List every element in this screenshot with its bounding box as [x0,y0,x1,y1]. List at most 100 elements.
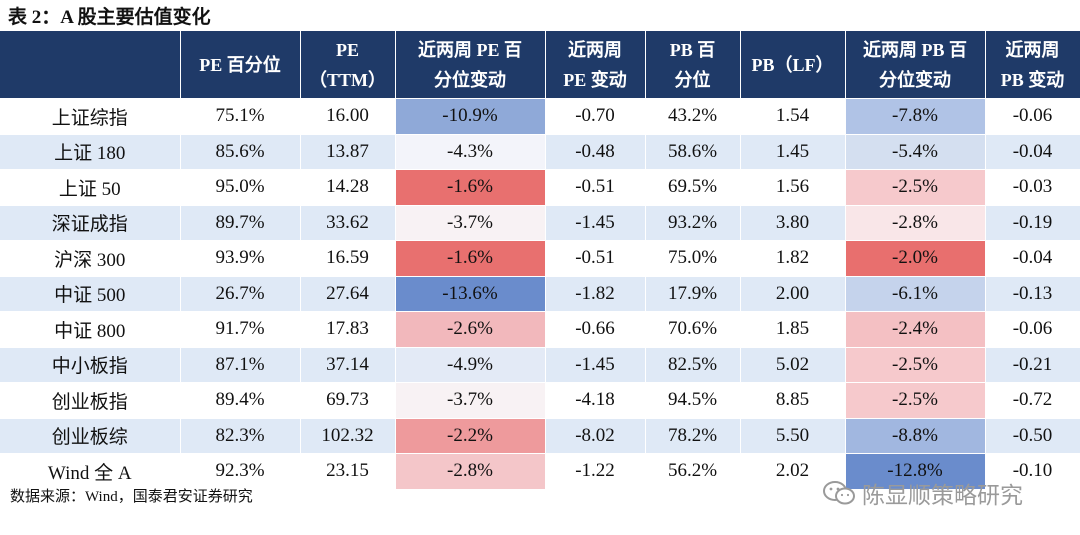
cell: 87.1% [180,346,301,383]
row-label: 上证 180 [0,133,181,170]
cell: 3.80 [740,204,846,241]
cell: 26.7% [180,275,301,312]
row-label: 上证 50 [0,169,181,205]
header-line: （TTM） [308,69,386,90]
wechat-icon [823,481,855,505]
header-line: PB 变动 [1000,69,1065,90]
table-row: 上证 50 95.0% 14.28 -1.6% -0.51 69.5% 1.56 -2.5% -… [0,169,1080,205]
cell: -2.2% [395,417,546,454]
cell: 13.87 [300,133,396,170]
cell: 33.62 [300,204,396,241]
cell: -10.9% [395,98,546,134]
cell: 94.5% [645,382,741,418]
cell: -0.50 [985,417,1080,454]
cell: 93.9% [180,240,301,276]
header-cell: PB 百分位 [645,31,741,99]
row-label: 创业板指 [0,382,181,418]
cell: -8.8% [845,417,986,454]
cell: 58.6% [645,133,741,170]
cell: 70.6% [645,311,741,347]
cell: -0.19 [985,204,1080,241]
cell: 17.9% [645,275,741,312]
row-label: 中小板指 [0,346,181,383]
valuation-table: PE 百分位 PE （TTM） 近两周 PE 百分位变动 近两周 PE 变动 PB 百分位 P… [0,31,1080,489]
cell: -2.8% [395,453,546,489]
cell: -0.21 [985,346,1080,383]
cell: 1.45 [740,133,846,170]
cell: -5.4% [845,133,986,170]
cell: -0.03 [985,169,1080,205]
cell: 69.73 [300,382,396,418]
table-row: 上证 180 85.6% 13.87 -4.3% -0.48 58.6% 1.45 -5.4%… [0,133,1080,170]
cell: -1.6% [395,169,546,205]
cell: 17.83 [300,311,396,347]
table-row: 上证综指 75.1% 16.00 -10.9% -0.70 43.2% 1.54 -7.8% -… [0,98,1080,134]
cell: -0.66 [545,311,646,347]
header-line: 分位 [674,69,711,90]
watermark: 陈显顺策略研究 [822,476,1023,510]
header-line: 近两周 PE 百 [417,39,522,60]
cell: 16.59 [300,240,396,276]
cell: -2.5% [845,169,986,205]
cell: 37.14 [300,346,396,383]
header-cell: 近两周 PB 百分位变动 [845,31,986,99]
cell: -0.70 [545,98,646,134]
cell: 2.00 [740,275,846,312]
header-line: PE [335,39,359,60]
row-label: 创业板综 [0,417,181,454]
cell: 78.2% [645,417,741,454]
cell: -13.6% [395,275,546,312]
table-row: 深证成指 89.7% 33.62 -3.7% -1.45 93.2% 3.80 -2.8% -0… [0,204,1080,241]
header-line: 近两周 [568,39,622,60]
cell: -0.04 [985,133,1080,170]
header-cell: 近两周 PE 变动 [545,31,646,99]
cell: -2.6% [395,311,546,347]
header-line: PE 百分位 [199,54,281,75]
cell: 92.3% [180,453,301,489]
cell: 75.0% [645,240,741,276]
cell: -7.8% [845,98,986,134]
table-body: 上证综指 75.1% 16.00 -10.9% -0.70 43.2% 1.54 -7.8% -… [0,98,1080,489]
cell: -8.02 [545,417,646,454]
table-row: 创业板综 82.3% 102.32 -2.2% -8.02 78.2% 5.50 -8.8% -… [0,417,1080,454]
cell: 91.7% [180,311,301,347]
cell: -12.8% [845,453,986,489]
cell: 82.5% [645,346,741,383]
cell: -1.22 [545,453,646,489]
cell: -0.51 [545,240,646,276]
cell: -0.10 [985,453,1080,489]
header-line: PE 变动 [563,69,627,90]
cell: 93.2% [645,204,741,241]
cell: 5.50 [740,417,846,454]
cell: 43.2% [645,98,741,134]
cell: -0.06 [985,98,1080,134]
cell: 89.7% [180,204,301,241]
cell: -0.13 [985,275,1080,312]
cell: 82.3% [180,417,301,454]
cell: 1.54 [740,98,846,134]
header-cell: PB（LF） [740,31,846,99]
header-line: 近两周 [1005,39,1060,60]
cell: -6.1% [845,275,986,312]
cell: 5.02 [740,346,846,383]
cell: 27.64 [300,275,396,312]
cell: -0.48 [545,133,646,170]
cell: -3.7% [395,382,546,418]
cell: -4.3% [395,133,546,170]
cell: 14.28 [300,169,396,205]
cell: 2.02 [740,453,846,489]
header-cell: PE （TTM） [300,31,396,99]
cell: 89.4% [180,382,301,418]
cell: 1.82 [740,240,846,276]
row-label: 上证综指 [0,98,181,134]
title: 表 2：A 股主要估值变化 [8,7,211,28]
table-row: 中小板指 87.1% 37.14 -4.9% -1.45 82.5% 5.02 -2.5% -0… [0,346,1080,383]
source-note: 数据来源：Wind，国泰君安证券研究 [10,489,253,505]
cell: -1.6% [395,240,546,276]
cell: -0.06 [985,311,1080,347]
row-label: 中证 500 [0,275,181,312]
header-cell: 近两周 PB 变动 [985,31,1080,99]
cell: 16.00 [300,98,396,134]
row-label: Wind 全 A [0,453,181,489]
